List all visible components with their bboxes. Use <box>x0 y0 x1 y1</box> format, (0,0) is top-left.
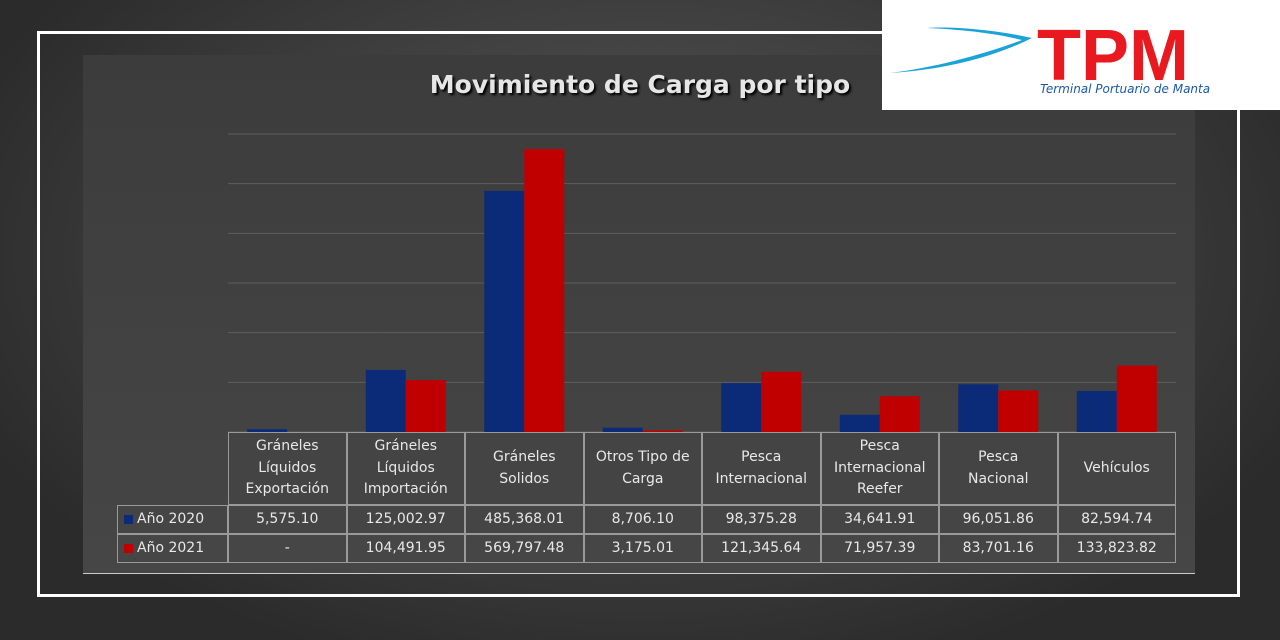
bar <box>721 383 762 432</box>
logo-subtitle: Terminal Portuario de Manta <box>1040 82 1210 96</box>
bar <box>405 380 446 432</box>
value-label: 3,175.01 <box>583 534 702 563</box>
bar <box>484 190 525 432</box>
value-label: 71,957.39 <box>820 534 939 563</box>
chart-panel <box>83 55 1195 574</box>
category-label: Gráneles Líquidos Exportación <box>228 432 347 505</box>
legend-swatch <box>124 515 133 524</box>
logo-graphic: TPM Terminal Portuario de Manta <box>890 16 1210 96</box>
bar <box>1116 365 1157 432</box>
value-label: 96,051.86 <box>939 505 1058 534</box>
value-label: 98,375.28 <box>702 505 821 534</box>
legend-swatch <box>124 544 133 553</box>
value-label: 133,823.82 <box>1057 534 1176 563</box>
logo-swoosh <box>890 27 1032 73</box>
value-label: 83,701.16 <box>939 534 1058 563</box>
bar <box>998 390 1039 432</box>
value-label: 5,575.10 <box>228 505 347 534</box>
logo: TPM Terminal Portuario de Manta <box>882 0 1280 110</box>
bar <box>602 427 643 432</box>
value-label: 121,345.64 <box>702 534 821 563</box>
bar <box>839 414 880 432</box>
value-label: 569,797.48 <box>465 534 584 563</box>
frame <box>37 31 1240 597</box>
logo-name: TPM <box>1037 16 1189 96</box>
bar <box>958 384 999 432</box>
chart-title: Movimiento de Carga por tipo <box>430 70 850 99</box>
category-label: Vehículos <box>1057 432 1176 505</box>
value-label: 34,641.91 <box>820 505 939 534</box>
category-label: Gráneles Solidos <box>465 432 584 505</box>
legend-label: Año 2020 <box>137 510 205 527</box>
bar <box>247 429 288 432</box>
bar <box>1076 390 1117 432</box>
bar <box>642 430 683 432</box>
legend-entry: Año 2021 <box>117 534 228 563</box>
value-label: 485,368.01 <box>465 505 584 534</box>
value-label: 104,491.95 <box>346 534 465 563</box>
value-label: - <box>228 534 347 563</box>
legend-entry: Año 2020 <box>117 505 228 534</box>
bar <box>365 369 406 432</box>
category-label: Gráneles Líquidos Importación <box>346 432 465 505</box>
bar <box>524 149 565 432</box>
bar <box>879 396 920 432</box>
value-label: 8,706.10 <box>583 505 702 534</box>
value-label: 125,002.97 <box>346 505 465 534</box>
category-label: Pesca Nacional <box>939 432 1058 505</box>
legend-label: Año 2021 <box>137 539 205 556</box>
category-label: Otros Tipo de Carga <box>583 432 702 505</box>
category-label: Pesca Internacional <box>702 432 821 505</box>
value-label: 82,594.74 <box>1057 505 1176 534</box>
bar <box>761 371 802 432</box>
category-label: Pesca Internacional Reefer <box>820 432 939 505</box>
